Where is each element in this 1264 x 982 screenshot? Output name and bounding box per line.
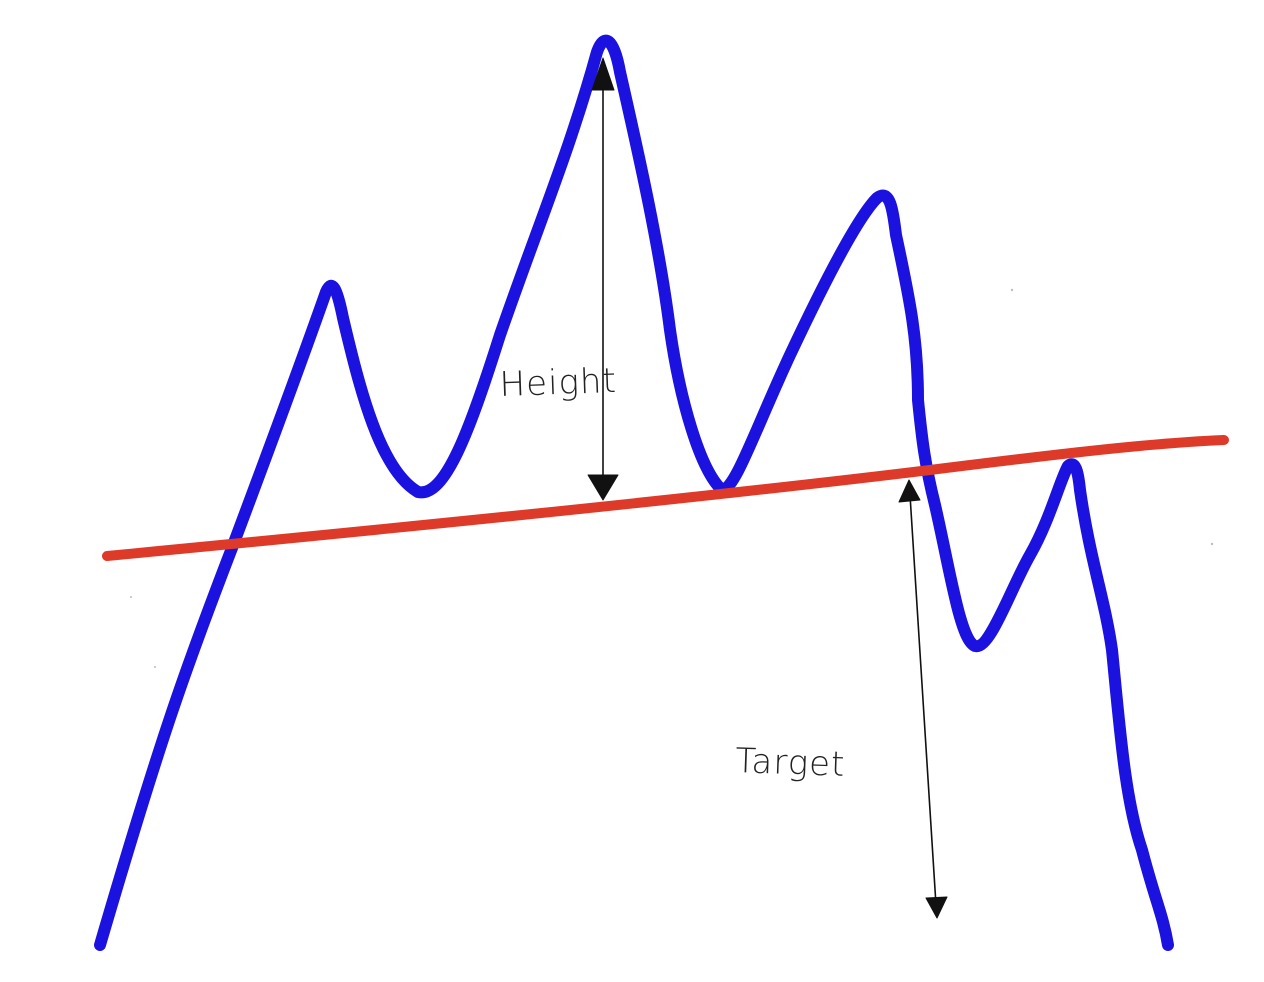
paper-speck — [1010, 288, 1014, 292]
height-label: Height — [499, 361, 618, 405]
neckline — [102, 435, 1229, 561]
paper-speck — [130, 596, 132, 598]
height-arrow-down-icon — [587, 474, 619, 501]
height-arrow-up-icon — [591, 57, 615, 91]
paper-speck — [154, 666, 156, 668]
price-line — [94, 34, 1174, 951]
target-measure-line — [909, 494, 937, 906]
paper-speck — [1210, 542, 1214, 546]
target-label: Target — [735, 741, 846, 785]
target-arrow-up-icon — [898, 479, 921, 503]
target-arrow-down-icon — [925, 896, 948, 919]
